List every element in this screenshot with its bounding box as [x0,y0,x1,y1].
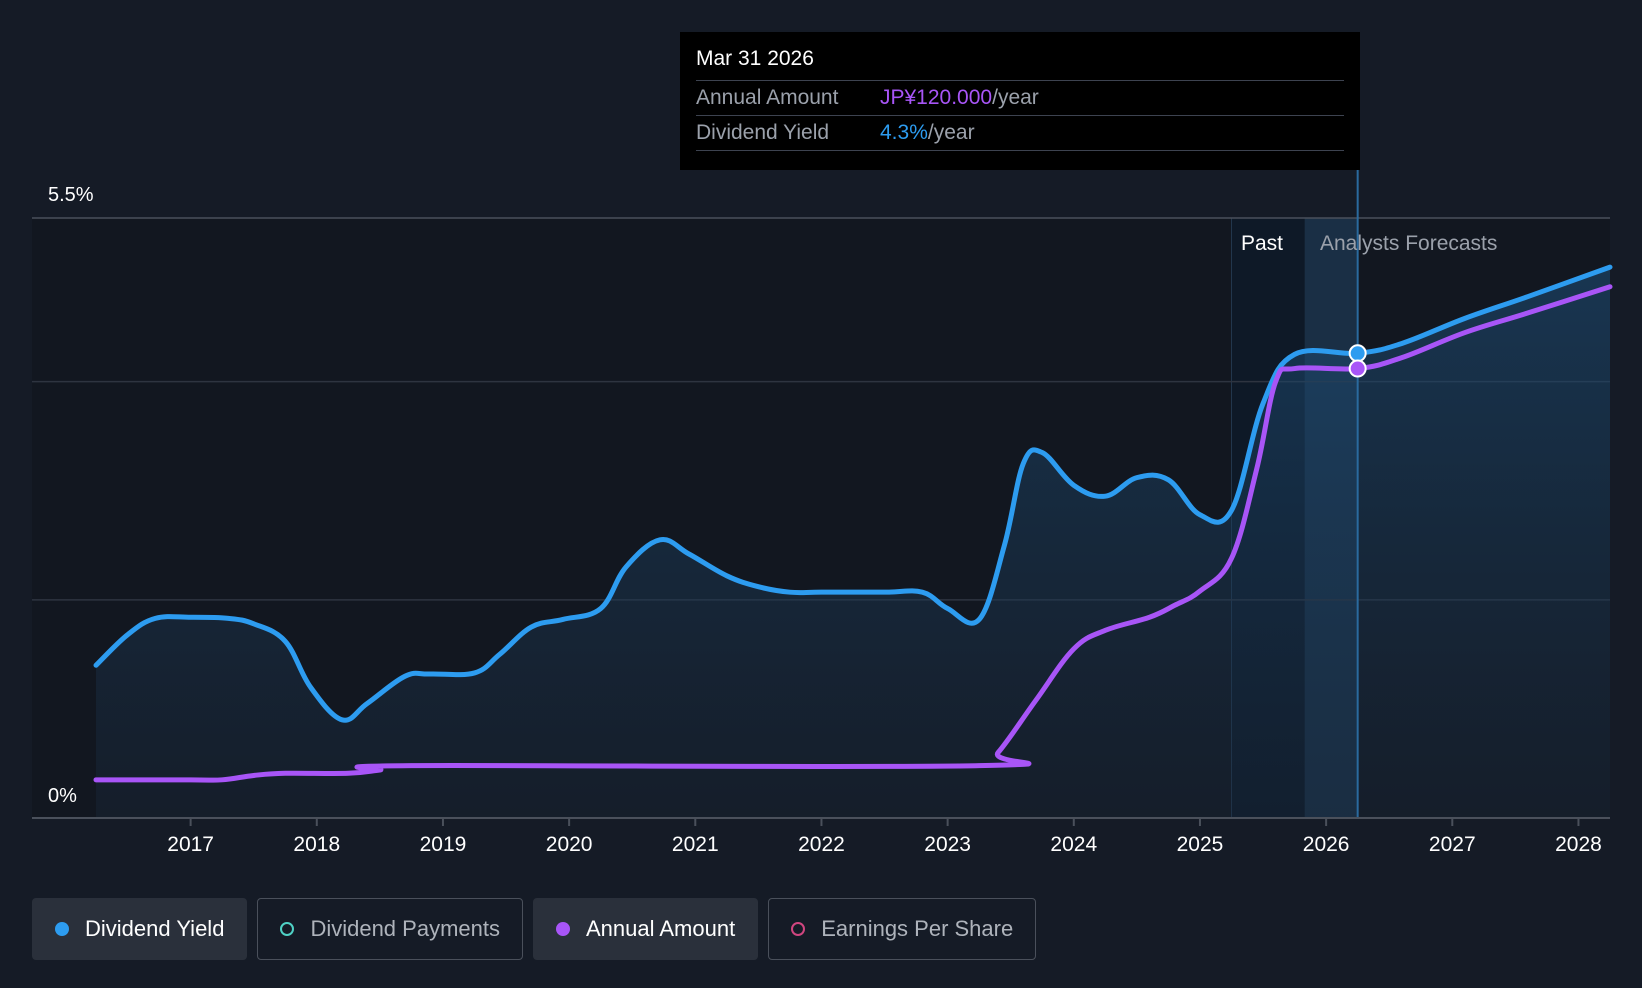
past-label: Past [1241,232,1283,255]
tooltip-value: 4.3% [880,121,928,144]
dividend-chart: 5.5% 0% Past Analysts Forecasts 2017 2018… [32,170,1613,856]
x-tick-label: 2025 [1177,833,1224,856]
tooltip-date: Mar 31 2026 [696,44,1344,81]
dividend-yield-marker[interactable] [1348,344,1367,363]
annual-amount-line[interactable] [93,284,1613,783]
x-tick-label: 2020 [546,833,593,856]
x-tick-label: 2018 [293,833,340,856]
y-label-min: 0% [48,785,77,807]
legend-dot-icon [555,922,570,936]
x-tick-label: 2024 [1050,833,1097,856]
annual-amount-marker[interactable] [1348,359,1367,378]
legend-label: Dividend Payments [310,916,500,941]
tooltip: Mar 31 2026 Annual Amount JP¥120.000 /ye… [680,32,1360,170]
legend-ring-icon [280,922,295,936]
legend-dot-icon [55,922,69,936]
dividend-yield-line[interactable] [93,264,1613,723]
legend-annual-amount-button[interactable]: Annual Amount [532,898,759,960]
tooltip-row-annual-amount: Annual Amount JP¥120.000 /year [696,81,1344,116]
legend-label: Annual Amount [585,916,736,941]
tooltip-row-dividend-yield: Dividend Yield 4.3% /year [696,116,1344,151]
legend-dividend-payments-button[interactable]: Dividend Payments [257,898,523,960]
tooltip-value: JP¥120.000 [880,86,993,109]
tooltip-unit: /year [927,121,975,144]
legend-label: Earnings Per Share [821,916,1014,941]
x-tick-label: 2028 [1555,833,1602,856]
x-tick-label: 2017 [167,833,214,856]
x-tick-label: 2021 [672,833,719,856]
x-tick-label: 2022 [798,833,845,856]
x-tick-label: 2023 [924,833,971,856]
tooltip-label: Annual Amount [696,86,839,109]
x-tick-label: 2027 [1429,833,1476,856]
tooltip-unit: /year [992,86,1039,109]
forecast-label: Analysts Forecasts [1320,232,1497,255]
tooltip-label: Dividend Yield [696,121,830,144]
legend-label: Dividend Yield [85,916,225,941]
legend-dividend-yield-button[interactable]: Dividend Yield [32,898,248,960]
legend-earnings-per-share-button[interactable]: Earnings Per Share [768,898,1037,960]
legend-ring-icon [791,922,806,936]
x-tick-label: 2026 [1303,833,1350,856]
y-label-max: 5.5% [48,184,94,206]
legend: Dividend Yield Dividend Payments Annual … [32,898,1046,960]
dividend-yield-area [96,267,1610,818]
x-tick-label: 2019 [420,833,467,856]
